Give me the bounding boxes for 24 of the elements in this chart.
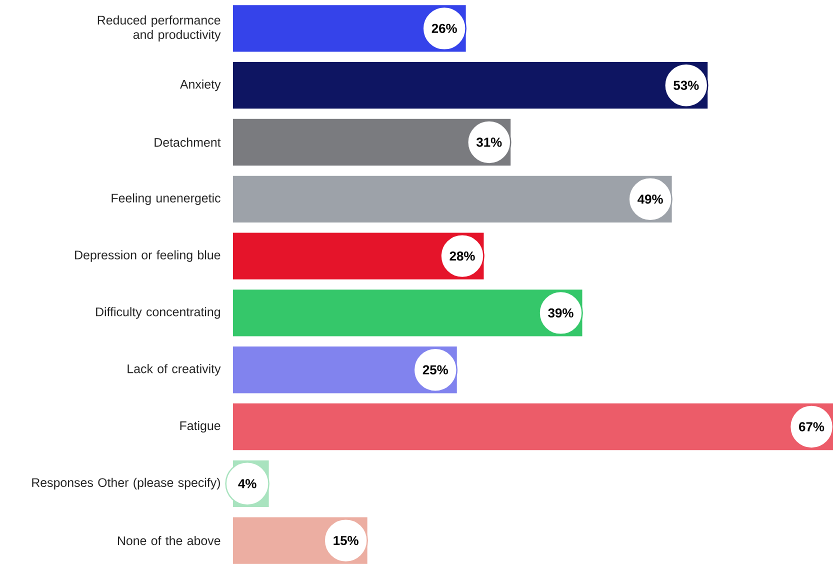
data-label: 31% (476, 138, 502, 147)
data-label: 53% (674, 80, 699, 90)
y-tick-label: Fatigue (180, 420, 220, 433)
data-label: 25% (422, 365, 448, 374)
data-label: 49% (638, 194, 663, 204)
bar (232, 62, 708, 109)
y-tick-label: Anxiety (180, 80, 221, 92)
bar (232, 176, 672, 222)
y-tick-label: Reduced performance and productivity (98, 15, 221, 42)
data-label: 28% (450, 251, 475, 261)
data-label: 26% (432, 24, 457, 34)
data-label: 67% (799, 422, 824, 432)
y-tick-label: Lack of creativity (128, 364, 221, 376)
bar (232, 403, 833, 450)
y-tick-label: Responses Other (please specify) (32, 478, 220, 490)
bar (232, 290, 582, 336)
y-tick-label: Detachment (154, 138, 221, 147)
data-label: 4% (238, 479, 256, 488)
y-tick-label: None of the above (118, 536, 220, 546)
y-tick-label: Feeling unenergetic (112, 193, 220, 205)
y-tick-label: Difficulty concentrating (96, 307, 220, 319)
data-label: 39% (548, 308, 574, 318)
data-label: 15% (334, 536, 358, 546)
y-tick-label: Depression or feeling blue (75, 250, 220, 262)
